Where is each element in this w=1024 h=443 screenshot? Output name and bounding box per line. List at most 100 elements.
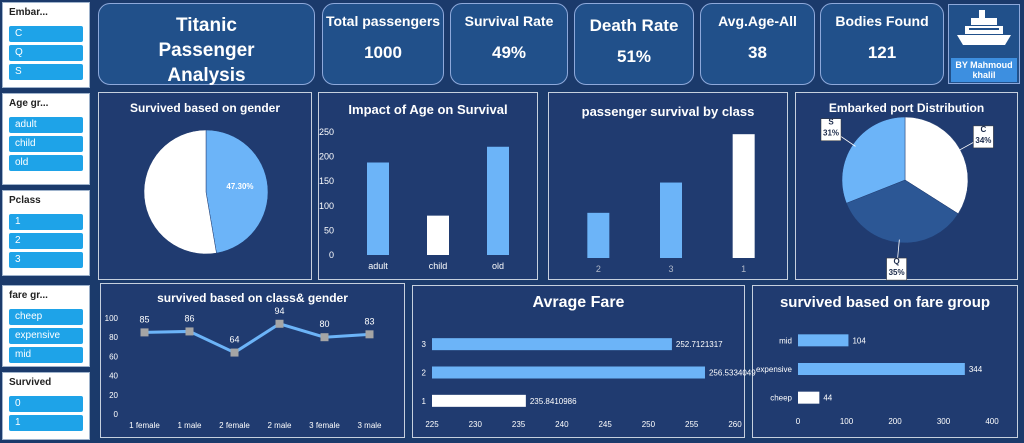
x-tick-label: 255 [685, 420, 699, 429]
bar [660, 182, 682, 258]
marker [230, 348, 239, 357]
kpi-value: 49% [491, 43, 527, 62]
slicer-item[interactable]: mid [9, 347, 83, 363]
y-tick-label: cheep [770, 394, 792, 403]
slicer-item[interactable]: C [9, 26, 83, 42]
y-tick-label: 1 [422, 397, 427, 406]
kpi-card: Bodies Found 121 [820, 3, 944, 85]
x-tick-label: 2 female [219, 421, 250, 430]
kpi-label: Avg.Age-All [718, 13, 797, 29]
x-tick-label: old [492, 261, 504, 271]
slicer-item[interactable]: child [9, 136, 83, 152]
x-tick-label: 200 [888, 417, 902, 426]
marker [365, 330, 374, 339]
label-box [886, 257, 907, 281]
data-label: 35% [889, 268, 905, 277]
x-tick-label: 245 [598, 420, 612, 429]
x-tick-label: 0 [796, 417, 801, 426]
chart-panel [412, 285, 745, 438]
slicer: Age gr... adult child old [2, 93, 90, 185]
dashboard-title: Titanic Passenger Analysis [158, 15, 255, 86]
y-tick-label: 0 [114, 410, 119, 419]
data-label: 83 [364, 316, 374, 326]
x-tick-label: 2 [596, 264, 601, 274]
title-card: Titanic Passenger Analysis [98, 3, 315, 86]
data-label: 64 [229, 335, 239, 345]
chart-title: passenger survival by class [582, 104, 755, 119]
data-label: 44 [823, 394, 832, 403]
slicer-title: fare gr... [9, 290, 48, 301]
y-tick-label: 250 [319, 127, 334, 137]
y-tick-label: 40 [109, 372, 118, 381]
line [144, 322, 370, 355]
label-box [973, 125, 994, 149]
slicer-item[interactable]: 1 [9, 415, 83, 431]
data-label: 104 [852, 336, 866, 345]
data-label: 52.70% [158, 188, 185, 197]
y-tick-label: 100 [105, 314, 119, 323]
marker [185, 327, 194, 336]
x-tick-label: 100 [840, 417, 854, 426]
slicer: Pclass 1 2 3 [2, 190, 90, 276]
x-tick-label: 3 [668, 264, 673, 274]
slicer-item[interactable]: Q [9, 45, 83, 61]
slicer-item[interactable]: S [9, 64, 83, 80]
y-tick-label: 50 [324, 225, 334, 235]
x-tick-label: 250 [642, 420, 656, 429]
x-tick-label: 3 male [357, 421, 382, 430]
x-tick-label: 3 female [309, 421, 340, 430]
slicer-item[interactable]: old [9, 155, 83, 171]
data-label: 94 [274, 306, 284, 316]
chart-panel [100, 283, 405, 438]
data-label-name: S [828, 118, 834, 127]
slicer-item[interactable]: 1 [9, 214, 83, 230]
x-tick-label: 1 [741, 264, 746, 274]
kpi-label: Survival Rate [464, 13, 554, 29]
slicer-item[interactable]: cheep [9, 309, 83, 325]
y-tick-label: mid [779, 336, 792, 345]
y-tick-label: expensive [756, 365, 793, 374]
data-label-name: Q [893, 257, 899, 266]
data-label: 256.5334049 [709, 369, 756, 378]
bar [432, 338, 672, 351]
slicer-item[interactable]: 3 [9, 252, 83, 268]
slicer-item[interactable]: adult [9, 117, 83, 133]
bar [798, 391, 820, 404]
slicer-item[interactable]: 0 [9, 396, 83, 412]
x-tick-label: 300 [937, 417, 951, 426]
bar [798, 334, 849, 347]
slicer-title: Pclass [9, 195, 41, 206]
kpi-value: 38 [748, 43, 767, 62]
kpi-label: Death Rate [589, 16, 679, 35]
slicer-item[interactable]: expensive [9, 328, 83, 344]
x-tick-label: child [429, 261, 448, 271]
y-tick-label: 200 [319, 152, 334, 162]
bar [732, 134, 755, 258]
data-label: 235.8410986 [530, 397, 577, 406]
y-tick-label: 60 [109, 352, 118, 361]
data-label: 86 [184, 313, 194, 323]
x-tick-label: 1 female [129, 421, 160, 430]
marker [140, 328, 149, 337]
slicer: fare gr... cheep expensive mid [2, 285, 90, 367]
x-tick-label: 2 male [267, 421, 292, 430]
y-tick-label: 20 [109, 391, 118, 400]
chart-title: survived based on class& gender [157, 291, 348, 305]
slicer-item[interactable]: 2 [9, 233, 83, 249]
x-tick-label: 1 male [177, 421, 202, 430]
bar [798, 363, 965, 375]
data-label: 80 [319, 319, 329, 329]
bar [432, 366, 705, 379]
kpi-value: 121 [867, 43, 897, 62]
bar [427, 215, 449, 255]
x-tick-label: 400 [985, 417, 999, 426]
data-label: 344 [969, 365, 983, 374]
kpi-value: 51% [616, 47, 652, 66]
slicer-title: Embar... [9, 7, 48, 18]
pie-slice [143, 129, 217, 255]
x-tick-label: 260 [728, 420, 742, 429]
bar [367, 162, 389, 255]
x-tick-label: 225 [425, 420, 439, 429]
